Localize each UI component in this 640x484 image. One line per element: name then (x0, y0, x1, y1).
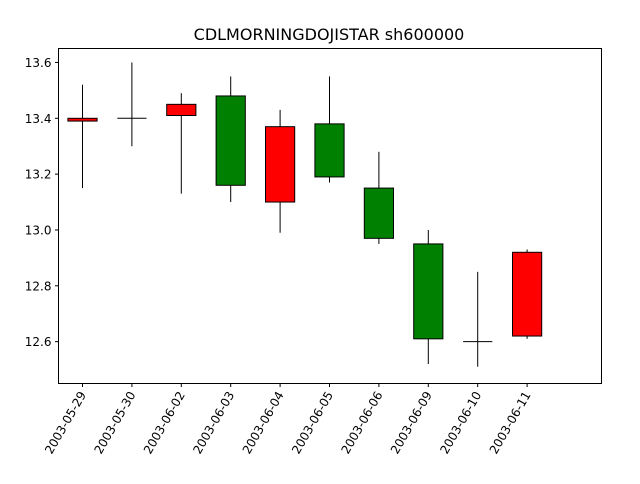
candle-2003-06-02 (166, 93, 197, 194)
x-tick-label: 2003-06-05 (289, 389, 336, 456)
candle-body (166, 103, 197, 117)
x-tick-label: 2003-06-02 (141, 389, 188, 456)
chart-title: CDLMORNINGDOJISTAR sh600000 (194, 25, 465, 44)
y-tick-label: 13.2 (25, 168, 52, 182)
y-tick-label: 12.6 (25, 335, 52, 349)
candle-body (265, 126, 296, 203)
candle-2003-06-05 (314, 76, 345, 183)
y-tick-label: 13.0 (25, 223, 52, 237)
candle-2003-06-11 (512, 249, 543, 339)
candle-body (67, 117, 98, 122)
candle-2003-05-29 (67, 84, 98, 189)
plot-frame (58, 48, 602, 384)
x-tick-label: 2003-05-30 (91, 389, 138, 456)
candle-2003-05-30 (117, 62, 147, 147)
x-tick-label: 2003-06-10 (437, 389, 484, 456)
x-axis: 2003-05-29 2003-05-30 2003-06-02 2003-06-03… (42, 383, 534, 456)
y-tick-label: 12.8 (25, 279, 52, 293)
candle-2003-06-06 (363, 151, 394, 244)
x-tick-label: 2003-06-11 (487, 389, 534, 456)
x-tick-label: 2003-06-03 (190, 389, 237, 456)
candle-body (363, 187, 394, 239)
candle-2003-06-09 (413, 229, 444, 364)
candle-2003-06-03 (215, 76, 246, 203)
candle-body (512, 251, 543, 337)
candle-body (413, 243, 444, 340)
x-tick-label: 2003-06-09 (388, 389, 435, 456)
y-tick-label: 13.6 (25, 56, 52, 70)
candle-body (215, 95, 246, 186)
x-tick-label: 2003-06-06 (338, 389, 385, 456)
candle-2003-06-10 (463, 271, 493, 367)
candle-body (314, 123, 345, 178)
x-tick-label: 2003-06-04 (240, 389, 287, 456)
candles-group (67, 62, 543, 367)
y-tick-label: 13.4 (25, 112, 52, 126)
y-axis: 12.6 12.8 13.0 13.2 13.4 13.6 (25, 56, 59, 349)
candle-2003-06-04 (265, 109, 296, 233)
x-tick-label: 2003-05-29 (42, 389, 89, 456)
